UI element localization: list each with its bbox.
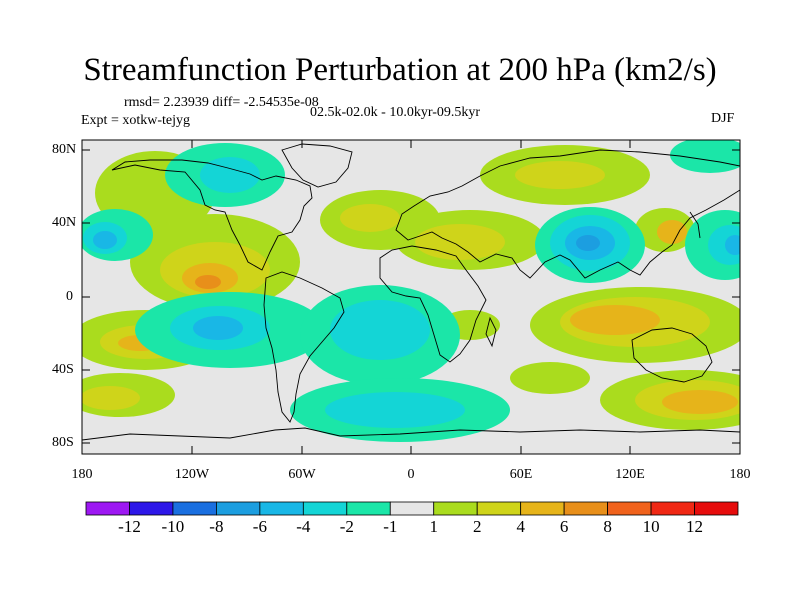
- colorbar-label: 2: [472, 517, 482, 536]
- colorbar-label: 10: [642, 517, 660, 536]
- colorbar-box: [215, 501, 261, 516]
- colorbar-box: [563, 501, 609, 516]
- coast-eurasia: [395, 149, 740, 279]
- lon-label-120w: 120W: [174, 467, 210, 482]
- lat-label-40n: 40N: [52, 215, 77, 230]
- lat-label-80s: 80S: [52, 435, 74, 450]
- colorbar-box: [259, 501, 304, 516]
- colorbar-label: -4: [296, 517, 311, 536]
- experiment-label: Expt = xotkw-tejyg: [81, 113, 190, 128]
- colorbar-label: -10: [161, 517, 185, 536]
- axis-ticks: [82, 140, 740, 454]
- colorbar-label: 1: [429, 517, 438, 536]
- colorbar-box: [389, 501, 435, 516]
- colorbar-box: [607, 501, 652, 516]
- coast-greenland: [281, 143, 353, 188]
- colorbar-label: 6: [559, 517, 569, 536]
- colorbar-box: [172, 501, 217, 516]
- coastlines: [82, 143, 740, 441]
- colorbar-box: [302, 501, 348, 516]
- lat-label-0: 0: [66, 289, 73, 304]
- lat-label-80n: 80N: [52, 142, 77, 157]
- coast-north-america: [111, 159, 313, 271]
- lon-label-0: 0: [407, 467, 415, 482]
- lon-label-60e: 60E: [509, 467, 533, 482]
- colorbar-box: [433, 501, 478, 516]
- colorbar-label: 8: [603, 517, 612, 536]
- coast-africa: [379, 245, 487, 363]
- colorbar-box: [476, 501, 522, 516]
- lon-label-180w: 180: [71, 467, 93, 482]
- season-label: DJF: [711, 111, 735, 126]
- colorbar-label: -6: [252, 517, 267, 536]
- coast-madagascar: [485, 316, 497, 348]
- colorbar-label: -1: [383, 517, 398, 536]
- colorbar-box: [520, 501, 565, 516]
- plot-title: Streamfunction Perturbation at 200 hPa (…: [83, 52, 717, 88]
- colorbar-label: -2: [339, 517, 354, 536]
- colorbar-label: 4: [516, 517, 525, 536]
- colorbar-label: -8: [209, 517, 224, 536]
- field-shading: [82, 140, 740, 442]
- colorbar-box: [85, 501, 130, 516]
- colorbar-box: [346, 501, 391, 516]
- lon-label-120e: 120E: [615, 467, 645, 482]
- negative-anomalies: [82, 140, 740, 442]
- coast-south-america: [263, 271, 345, 423]
- lon-label-60w: 60W: [288, 467, 316, 482]
- coast-australia: [631, 327, 713, 383]
- colorbar-box: [650, 501, 695, 516]
- colorbar-box: [694, 501, 739, 516]
- colorbar-label: -12: [118, 517, 141, 536]
- period-label: 02.5k-02.0k - 10.0kyr-09.5kyr: [310, 105, 481, 120]
- colorbar-box: [129, 501, 174, 516]
- lon-label-180e: 180: [729, 467, 751, 482]
- stats-text: rmsd= 2.23939 diff= -2.54535e-08: [124, 95, 319, 110]
- coast-antarctica: [82, 427, 740, 441]
- lat-label-40s: 40S: [52, 362, 74, 377]
- colorbar-label: 12: [686, 517, 703, 536]
- colorbar: [85, 501, 739, 516]
- coast-japan: [689, 211, 701, 239]
